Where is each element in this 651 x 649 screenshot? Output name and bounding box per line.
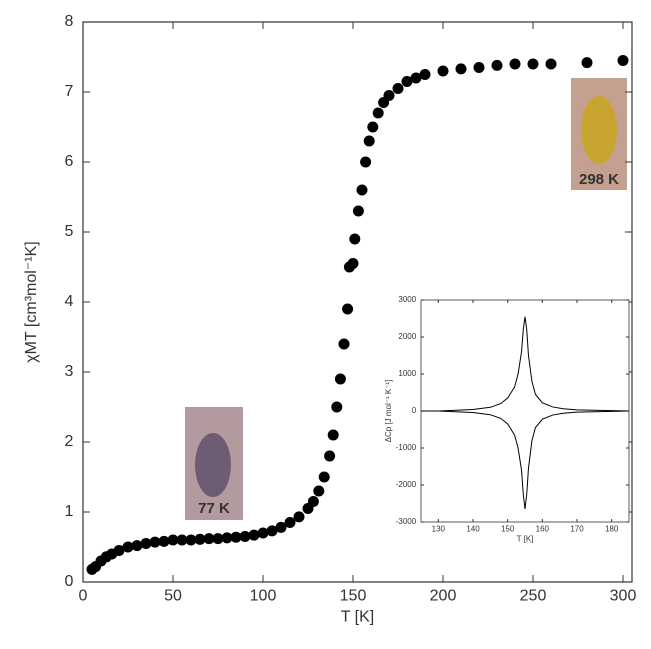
data-point — [122, 541, 134, 553]
data-point — [349, 233, 361, 245]
data-point — [331, 401, 343, 413]
y-tick-label: 2 — [64, 433, 73, 450]
data-point — [527, 58, 539, 70]
x-tick-label: 130 — [432, 524, 446, 533]
x-tick-label: 250 — [520, 588, 547, 605]
data-point — [158, 535, 170, 547]
y-tick-label: 1000 — [398, 369, 416, 378]
annotation: 77 K — [198, 500, 230, 517]
y-axis-label: χMT [cm³mol⁻¹K] — [23, 241, 40, 362]
data-point — [581, 57, 593, 69]
data-point — [437, 65, 449, 77]
y-tick-label: 8 — [64, 13, 73, 30]
data-point — [131, 540, 143, 552]
y-tick-label: 7 — [64, 83, 73, 100]
data-point — [363, 135, 375, 147]
data-point — [383, 90, 395, 101]
data-point — [334, 373, 346, 385]
y-tick-label: 0 — [64, 573, 73, 590]
data-point — [307, 496, 319, 507]
data-point — [455, 63, 467, 75]
data-point — [410, 72, 422, 84]
data-point — [203, 533, 215, 545]
data-point — [473, 62, 485, 73]
data-point — [509, 58, 521, 70]
data-point — [342, 303, 354, 315]
y-tick-label: 1 — [64, 503, 73, 520]
data-point — [401, 76, 413, 87]
data-point — [491, 59, 503, 71]
data-point — [338, 338, 350, 350]
data-point — [419, 69, 431, 80]
y-tick-label: 3 — [64, 363, 73, 380]
data-point — [212, 533, 224, 545]
data-point — [266, 525, 278, 537]
x-tick-label: 150 — [501, 524, 515, 533]
data-point — [230, 531, 242, 543]
data-point — [327, 429, 339, 441]
data-point — [360, 156, 372, 168]
crystal-298k — [581, 96, 617, 164]
data-point — [176, 534, 188, 546]
plot-frame — [420, 299, 630, 523]
data-point — [324, 450, 336, 462]
x-tick-label: 300 — [610, 588, 637, 605]
x-tick-label: 100 — [250, 588, 277, 605]
crystal-77k — [195, 433, 231, 497]
data-point — [149, 536, 161, 548]
data-point — [352, 205, 364, 217]
data-point — [392, 83, 404, 94]
data-point — [167, 534, 179, 546]
data-point — [293, 511, 305, 523]
data-point — [545, 58, 557, 70]
y-tick-label: 0 — [412, 406, 417, 415]
data-point — [313, 485, 325, 497]
line-series — [421, 316, 630, 412]
x-tick-label: 50 — [164, 588, 182, 605]
data-point — [113, 545, 125, 556]
data-point — [140, 538, 152, 549]
y-tick-label: 6 — [64, 153, 73, 170]
data-point — [248, 529, 260, 541]
data-point — [194, 533, 206, 545]
data-point — [617, 55, 629, 66]
data-point — [347, 258, 359, 269]
y-tick-label: -2000 — [396, 480, 417, 489]
x-tick-label: 170 — [570, 524, 584, 533]
y-tick-label: 2000 — [398, 332, 416, 341]
data-point — [239, 531, 251, 542]
annotation: 298 K — [579, 171, 619, 188]
x-tick-label: 0 — [79, 588, 88, 605]
y-tick-label: -1000 — [396, 443, 417, 452]
y-tick-label: 3000 — [398, 295, 416, 304]
x-tick-label: 180 — [605, 524, 619, 533]
y-axis-label: ΔCp [J mol⁻¹ K⁻¹] — [384, 380, 393, 443]
data-point — [356, 184, 368, 196]
data-point — [185, 534, 197, 546]
data-point — [221, 532, 233, 544]
x-axis-label: T [K] — [341, 608, 375, 625]
x-tick-label: 200 — [430, 588, 457, 605]
x-tick-label: 160 — [536, 524, 550, 533]
y-tick-label: 4 — [64, 293, 73, 310]
line-series — [421, 410, 630, 510]
data-point — [275, 521, 287, 533]
y-tick-label: 5 — [64, 223, 73, 240]
data-point — [284, 517, 296, 528]
data-point — [372, 107, 384, 119]
data-point — [318, 471, 330, 483]
x-tick-label: 140 — [466, 524, 480, 533]
data-point — [367, 121, 379, 133]
y-tick-label: -3000 — [396, 517, 417, 526]
x-axis-label: T [K] — [517, 535, 534, 544]
x-tick-label: 150 — [340, 588, 367, 605]
data-point — [257, 527, 269, 539]
